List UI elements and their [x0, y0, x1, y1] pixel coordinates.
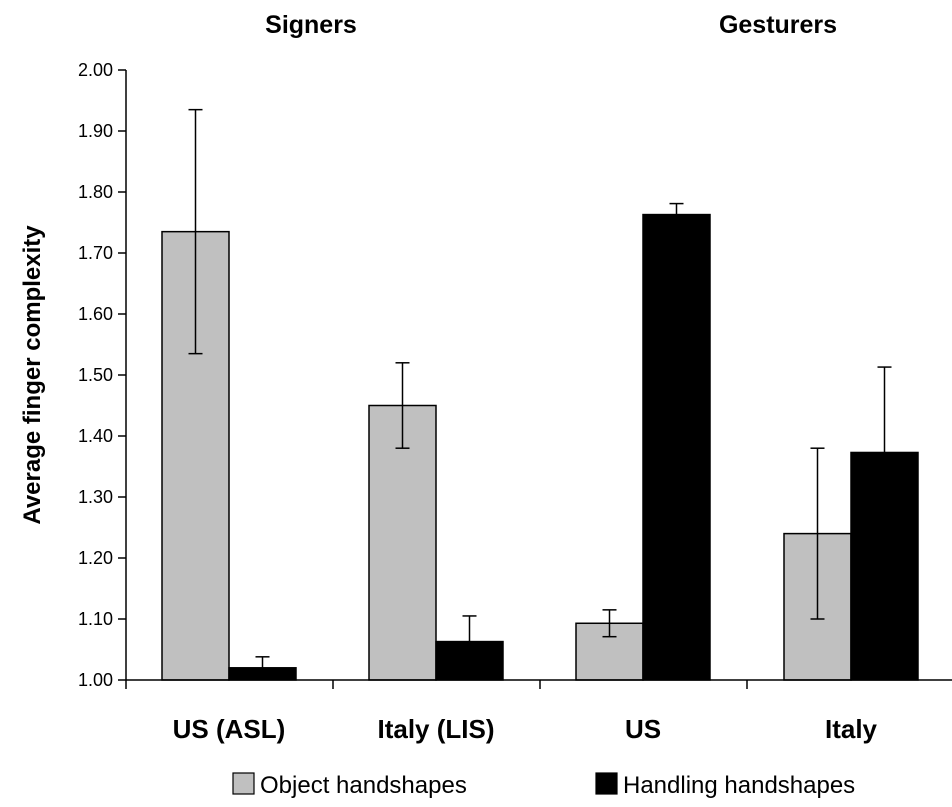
bar-s1-c3 — [850, 451, 919, 681]
bars-layer — [161, 213, 919, 681]
y-tick-label-7: 1.70 — [78, 243, 113, 263]
legend-label-handling: Handling handshapes — [623, 772, 855, 799]
category-label-italy-lis: Italy (LIS) — [377, 714, 494, 744]
category-label-italy: Italy — [825, 714, 878, 744]
group-title-gesturers: Gesturers — [719, 11, 837, 39]
legend-label-object: Object handshapes — [260, 772, 467, 799]
y-tick-label-3: 1.30 — [78, 487, 113, 507]
y-axis-title: Average finger complexity — [19, 225, 46, 525]
y-tick-label-8: 1.80 — [78, 182, 113, 202]
y-tick-label-10: 2.00 — [78, 60, 113, 80]
y-tick-label-1: 1.10 — [78, 609, 113, 629]
legend-swatch-object — [232, 772, 255, 795]
error-bar-s0-c2 — [602, 609, 617, 638]
error-bar-s1-c2 — [669, 202, 684, 215]
bar-s0-c1 — [368, 404, 437, 681]
category-label-us: US — [625, 714, 661, 744]
bar-s1-c1 — [435, 640, 504, 681]
error-bar-s1-c0 — [255, 656, 270, 668]
error-bar-s1-c1 — [462, 615, 477, 642]
y-axis-ticks: 1.00 1.10 1.20 1.30 1.40 1.50 1.60 1.70 1.80 1.90… — [78, 60, 126, 690]
error-bar-s0-c3 — [810, 447, 825, 620]
error-bars-layer — [188, 108, 892, 668]
error-bar-s1-c3 — [877, 366, 892, 453]
x-axis-ticks — [125, 680, 748, 689]
legend-swatch-handling — [595, 772, 618, 795]
category-label-us-asl: US (ASL) — [173, 714, 286, 744]
y-tick-label-0: 1.00 — [78, 670, 113, 690]
y-tick-label-2: 1.20 — [78, 548, 113, 568]
error-bar-s0-c1 — [395, 362, 410, 449]
y-tick-label-4: 1.40 — [78, 426, 113, 446]
error-bar-s0-c0 — [188, 108, 203, 355]
y-tick-label-5: 1.50 — [78, 365, 113, 385]
bar-s1-c0 — [228, 667, 297, 681]
bar-s1-c2 — [642, 213, 711, 681]
group-title-signers: Signers — [265, 11, 357, 39]
y-tick-label-6: 1.60 — [78, 304, 113, 324]
y-tick-label-9: 1.90 — [78, 121, 113, 141]
legend: Object handshapes Handling handshapes — [232, 772, 855, 799]
